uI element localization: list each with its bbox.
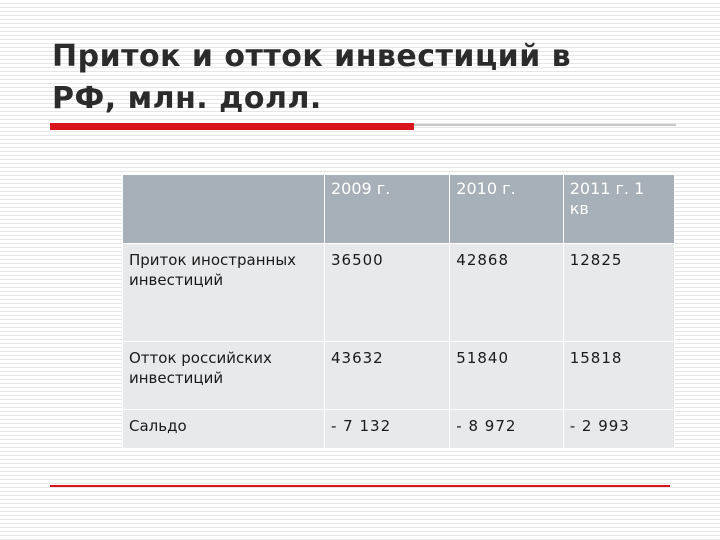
cell-value: 12825 [562, 243, 676, 342]
header-cell-2009: 2009 г. [323, 174, 451, 244]
table-row: Приток иностранных инвестиций 36500 4286… [122, 243, 676, 342]
cell-value: 42868 [449, 243, 564, 342]
row-label-inflow: Приток иностранных инвестиций [122, 243, 325, 342]
table-row: Сальдо - 7 132 - 8 972 - 2 993 [122, 409, 676, 449]
table-row: Отток российских инвестиций 43632 51840 … [122, 341, 676, 410]
cell-value: - 2 993 [562, 409, 676, 449]
title-divider-red [50, 123, 414, 130]
investment-table: 2009 г. 2010 г. 2011 г. 1 кв Приток инос… [122, 174, 676, 449]
row-label-balance: Сальдо [122, 409, 325, 449]
header-cell-empty [122, 174, 325, 244]
cell-value: 15818 [562, 341, 676, 410]
cell-value: 36500 [323, 243, 451, 342]
table-header-row: 2009 г. 2010 г. 2011 г. 1 кв [122, 174, 676, 244]
slide-title-line-2: РФ, млн. долл. [52, 81, 322, 116]
cell-value: 43632 [323, 341, 451, 410]
slide-title-line-1: Приток и отток инвестиций в [52, 39, 572, 74]
row-label-outflow: Отток российских инвестиций [122, 341, 325, 410]
cell-value: - 8 972 [449, 409, 564, 449]
header-cell-2010: 2010 г. [449, 174, 564, 244]
cell-value: 51840 [449, 341, 564, 410]
bottom-divider-red [50, 485, 670, 487]
cell-value: - 7 132 [323, 409, 451, 449]
slide-title: Приток и отток инвестиций в РФ, млн. дол… [52, 36, 692, 120]
header-cell-2011-q1: 2011 г. 1 кв [562, 174, 676, 244]
